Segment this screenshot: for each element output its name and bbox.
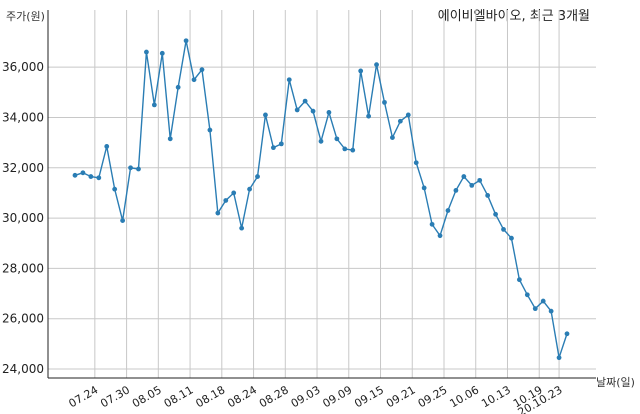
data-point: [159, 50, 165, 56]
data-point: [556, 355, 562, 361]
data-point: [509, 235, 514, 241]
x-axis-label: 날짜(일): [596, 375, 635, 389]
x-tick-label: 07.24: [67, 383, 101, 410]
data-point: [263, 112, 268, 118]
data-point: [366, 113, 372, 119]
data-point: [390, 135, 395, 140]
data-point: [144, 49, 149, 55]
data-point: [286, 77, 292, 83]
y-tick-label: 34,000: [2, 110, 44, 124]
data-point: [326, 110, 332, 115]
data-point: [493, 211, 498, 217]
x-tick-label: 08.11: [162, 383, 196, 410]
data-point: [278, 141, 284, 147]
x-tick-label: 08.28: [257, 383, 291, 410]
data-point: [96, 175, 102, 181]
data-point: [540, 298, 546, 304]
data-point: [516, 277, 522, 283]
data-point: [358, 68, 364, 74]
x-tick-labels: 07.2407.3008.0508.1108.1808.2408.2809.03…: [67, 383, 565, 414]
data-point: [318, 138, 324, 144]
data-point: [382, 99, 387, 105]
chart-title: 에이비엘바이오, 최근 3개월: [438, 9, 590, 24]
x-tick-label: 10.13: [479, 383, 513, 410]
y-tick-label: 36,000: [2, 60, 44, 74]
data-point: [524, 292, 530, 298]
price-series: [72, 38, 570, 361]
data-point: [421, 185, 427, 191]
gridlines: [48, 10, 596, 378]
data-point: [413, 160, 419, 166]
x-tick-label: 10.06: [447, 383, 481, 410]
data-point: [207, 127, 213, 133]
data-point: [191, 77, 197, 83]
data-point: [151, 102, 157, 108]
data-point: [334, 136, 340, 142]
data-point: [374, 62, 379, 68]
data-point: [112, 186, 118, 192]
data-point: [223, 198, 229, 203]
data-point: [477, 177, 483, 183]
x-tick-label: 09.25: [416, 383, 450, 410]
data-point: [350, 147, 356, 153]
x-tick-label: 09.21: [384, 383, 418, 410]
y-tick-label: 30,000: [2, 211, 44, 225]
data-point: [405, 112, 411, 118]
price-line: [74, 40, 568, 358]
x-tick-label: 09.15: [352, 383, 386, 410]
x-tick-label: 09.09: [320, 383, 354, 410]
data-point: [88, 174, 94, 179]
data-point: [128, 165, 133, 171]
data-point: [175, 84, 181, 90]
data-point: [469, 182, 475, 188]
data-point: [270, 145, 276, 151]
axes: [47, 10, 596, 379]
data-point: [485, 193, 491, 198]
data-point: [183, 38, 189, 44]
data-point: [342, 146, 348, 152]
data-point: [453, 188, 459, 193]
data-point: [231, 190, 237, 196]
data-point: [72, 172, 78, 178]
data-point: [310, 108, 316, 114]
data-point: [255, 174, 260, 179]
data-point: [199, 67, 205, 73]
data-point: [120, 218, 126, 223]
data-point: [239, 225, 245, 231]
x-tick-label: 08.05: [130, 383, 164, 410]
data-point: [136, 166, 141, 172]
data-point: [215, 210, 221, 216]
y-tick-labels: 24,000 26,000 28,000 30,000 32,000 34,000 36,0…: [2, 60, 44, 376]
y-axis-label: 주가(원): [6, 10, 45, 23]
data-point: [461, 174, 467, 179]
x-tick-label: 07.30: [98, 383, 132, 410]
data-point: [397, 118, 403, 124]
y-tick-label: 24,000: [2, 362, 44, 376]
x-tick-label: 08.24: [225, 383, 259, 410]
data-point: [429, 221, 435, 227]
data-point: [247, 186, 252, 192]
y-tick-label: 28,000: [2, 261, 44, 275]
data-point: [548, 308, 554, 314]
x-tick-label: 09.03: [289, 383, 323, 410]
data-point: [294, 107, 300, 113]
x-tick-label: 08.18: [194, 383, 228, 410]
data-point: [167, 136, 173, 142]
data-point: [104, 143, 110, 149]
data-point: [302, 98, 308, 104]
data-point: [501, 226, 506, 232]
data-point: [80, 170, 86, 176]
y-tick-label: 32,000: [2, 161, 44, 175]
data-point: [532, 306, 538, 312]
data-point: [564, 331, 570, 337]
y-tick-label: 26,000: [2, 312, 44, 326]
data-point: [445, 208, 451, 213]
data-point: [437, 233, 443, 239]
